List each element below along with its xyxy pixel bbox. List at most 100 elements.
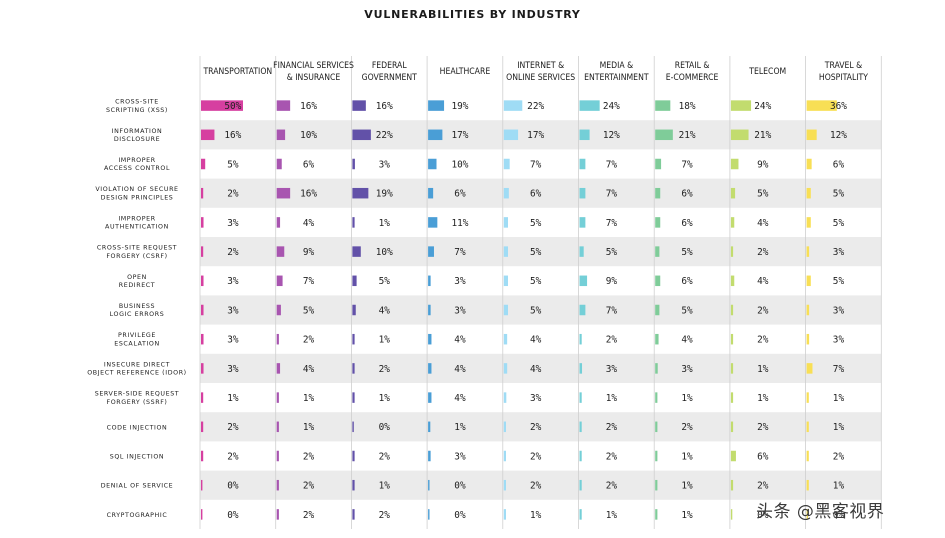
bar [806, 363, 813, 374]
bar [428, 246, 434, 257]
bar [655, 158, 662, 170]
column-header: & INSURANCE [287, 73, 341, 83]
value-label: 2% [606, 481, 618, 492]
column-header: TRANSPORTATION [202, 67, 272, 77]
value-label: 7% [606, 218, 618, 229]
bar [503, 450, 506, 462]
value-label: 5% [757, 189, 769, 200]
value-label: 7% [681, 159, 693, 170]
value-label: 4% [303, 364, 315, 375]
value-label: 22% [376, 130, 393, 141]
column-header: ENTERTAINMENT [584, 73, 649, 83]
row-label: OPEN [127, 274, 147, 281]
row-background [200, 237, 882, 267]
bar [730, 187, 736, 199]
bar [579, 129, 590, 141]
column-header: GOVERNMENT [362, 73, 418, 83]
bar [428, 450, 431, 462]
bar [276, 450, 279, 462]
chart-title: VULNERABILITIES BY INDUSTRY [364, 8, 581, 21]
bar [579, 275, 588, 287]
value-label: 5% [530, 276, 542, 287]
bar [428, 158, 437, 170]
value-label: 2% [757, 422, 769, 433]
value-label: 3% [454, 305, 466, 316]
value-label: 5% [303, 305, 315, 316]
bar [579, 363, 583, 374]
value-label: 24% [754, 101, 771, 112]
value-label: 4% [454, 335, 466, 346]
bar [352, 275, 357, 287]
bar [503, 392, 507, 403]
row-background [200, 470, 882, 500]
value-label: 3% [833, 305, 845, 316]
bar [276, 217, 281, 228]
column-header: INTERNET & [517, 61, 564, 71]
value-label: 10% [451, 159, 468, 170]
value-label: 4% [757, 218, 769, 229]
value-label: 3% [227, 335, 239, 346]
value-label: 1% [606, 393, 618, 404]
bar [276, 304, 281, 316]
bar [428, 421, 431, 433]
value-label: 4% [757, 276, 769, 287]
value-label: 1% [379, 218, 391, 229]
value-label: 1% [681, 510, 693, 521]
row-label: DESIGN PRINCIPLES [101, 194, 174, 201]
value-label: 5% [227, 159, 239, 170]
row-label: INSECURE DIRECT [104, 361, 170, 368]
value-label: 12% [603, 130, 620, 141]
value-label: 0% [833, 510, 845, 521]
row-label: FORGERY (SSRF) [107, 399, 168, 406]
value-label: 19% [451, 101, 468, 112]
bar [655, 217, 661, 228]
value-label: 6% [681, 218, 693, 229]
value-label: 3% [833, 335, 845, 346]
value-label: 4% [379, 305, 391, 316]
value-label: 3% [530, 393, 542, 404]
value-label: 36% [830, 101, 847, 112]
value-label: 16% [224, 130, 241, 141]
value-label: 2% [606, 451, 618, 462]
value-label: 7% [530, 159, 542, 170]
value-label: 2% [379, 510, 391, 521]
row-label: ESCALATION [114, 340, 160, 347]
bar [428, 129, 443, 141]
bar [655, 333, 659, 345]
bar [579, 509, 582, 520]
bar [579, 217, 586, 228]
bar [276, 275, 283, 287]
value-label: 1% [227, 393, 239, 404]
bar [579, 392, 582, 403]
row-background [200, 178, 882, 208]
value-label: 11% [451, 218, 468, 229]
value-label: 2% [606, 422, 618, 433]
value-label: 1% [379, 335, 391, 346]
bar [201, 509, 203, 520]
row-label: FORGERY (CSRF) [106, 253, 167, 260]
bar [201, 333, 204, 345]
bar [806, 158, 812, 170]
value-label: 1% [606, 510, 618, 521]
bar [201, 450, 204, 462]
bar [503, 158, 510, 170]
value-label: 9% [303, 247, 315, 258]
bar [276, 246, 285, 257]
bar [503, 304, 508, 316]
value-label: 3% [227, 305, 239, 316]
bar [276, 333, 279, 345]
bar [503, 421, 506, 433]
value-label: 1% [833, 422, 845, 433]
row-label: ACCESS CONTROL [104, 165, 170, 172]
value-label: 2% [303, 510, 315, 521]
value-label: 5% [379, 276, 391, 287]
value-label: 16% [300, 189, 317, 200]
bar [503, 217, 508, 228]
bar [730, 129, 749, 141]
bar [503, 246, 508, 257]
value-label: 1% [833, 481, 845, 492]
bar [352, 246, 361, 257]
value-label: 1% [681, 451, 693, 462]
bar [806, 246, 810, 257]
bar [276, 479, 279, 491]
